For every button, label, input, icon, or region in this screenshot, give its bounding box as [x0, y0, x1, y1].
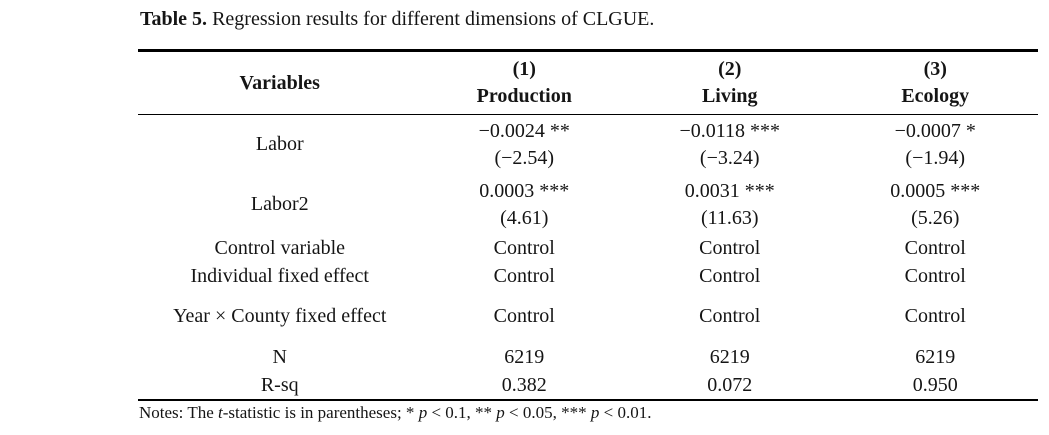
row-label-cell: Control variable	[138, 235, 422, 263]
header-col-2-number: (2)	[718, 58, 742, 80]
notes-prefix: Notes: The	[139, 403, 219, 422]
row-label: Year × County fixed effect	[173, 305, 387, 328]
row-label-cell: Individual fixed effect	[138, 263, 422, 291]
header-variables: Variables	[138, 50, 422, 115]
value-cell: Control	[493, 264, 555, 287]
table-row-labor: Labor −0.0024 ** (−2.54) −0.0118 *** (−3…	[138, 115, 1038, 176]
row-label-cell: Labor	[138, 115, 422, 176]
notes-seg3: < 0.05, ***	[504, 403, 591, 422]
header-col-3-name: Ecology	[901, 85, 970, 107]
coefficient-value: 0.0005 ***	[890, 179, 981, 202]
value-cell: 0.382	[501, 373, 547, 396]
table-caption-number: Table 5.	[140, 8, 208, 30]
header-col-production: (1) Production	[421, 50, 627, 115]
notes-p-symbol: p	[418, 403, 428, 422]
table-row-individual-fixed-effect: Individual fixed effect Control Control …	[138, 263, 1038, 291]
table-row-labor2: Labor2 0.0003 *** (4.61) 0.0031 *** (11.…	[138, 175, 1038, 235]
t-statistic: (−2.54)	[494, 147, 555, 169]
coefficient-value: 0.0031 ***	[684, 179, 775, 202]
table-row-control-variable: Control variable Control Control Control	[138, 235, 1038, 263]
row-label: N	[272, 346, 287, 368]
row-label-cell: Year × County fixed effect	[138, 290, 422, 344]
regression-table: Variables (1) Production (2) Living (3) …	[138, 49, 1038, 401]
table-row-year-county-fixed-effect: Year × County fixed effect Control Contr…	[138, 290, 1038, 344]
row-label: Individual fixed effect	[190, 264, 369, 287]
row-label-cell: R-sq	[138, 372, 422, 401]
t-statistic: (−3.24)	[699, 147, 760, 169]
value-cell: Control	[699, 264, 761, 287]
coefficient-value: −0.0118 ***	[679, 119, 780, 142]
coef-cell: −0.0118 *** (−3.24)	[627, 115, 832, 176]
header-col-3-number: (3)	[923, 58, 947, 80]
value-cell: 6219	[504, 346, 545, 368]
row-label-cell: N	[138, 344, 422, 372]
t-statistic: (4.61)	[500, 207, 549, 229]
header-col-1-number: (1)	[512, 58, 536, 80]
value-cell: Control	[493, 237, 555, 259]
t-statistic: (5.26)	[911, 207, 960, 229]
value-cell: Control	[904, 264, 966, 287]
row-label: Labor2	[250, 193, 309, 216]
t-statistic: (−1.94)	[905, 147, 966, 169]
value-cell: 0.950	[912, 373, 958, 396]
row-label: Control variable	[214, 237, 346, 259]
header-col-1-name: Production	[476, 85, 572, 107]
t-statistic: (11.63)	[700, 207, 759, 229]
coef-cell: 0.0031 *** (11.63)	[627, 175, 832, 235]
table-caption: Table 5. Regression results for differen…	[140, 6, 654, 32]
value-cell: Control	[699, 237, 761, 259]
value-cell: Control	[493, 305, 555, 328]
coefficient-value: −0.0024 **	[478, 119, 570, 142]
header-variables-label: Variables	[239, 71, 320, 94]
notes-seg1: -statistic is in parentheses; *	[222, 403, 419, 422]
coef-cell: 0.0003 *** (4.61)	[422, 175, 627, 235]
notes-p-symbol: p	[496, 403, 505, 422]
row-label-cell: Labor2	[138, 175, 422, 235]
notes-p-symbol: p	[590, 403, 600, 422]
notes-t-symbol: t	[218, 403, 223, 422]
header-col-living: (2) Living	[626, 50, 833, 115]
value-cell: 6219	[709, 346, 750, 368]
notes-seg4: < 0.01.	[599, 403, 652, 422]
row-label: R-sq	[260, 373, 299, 396]
table-row-r-sq: R-sq 0.382 0.072 0.950	[138, 372, 1038, 401]
value-cell: 6219	[915, 346, 956, 368]
coef-cell: −0.0024 ** (−2.54)	[422, 115, 627, 176]
header-col-2-name: Living	[701, 85, 758, 107]
value-cell: Control	[904, 237, 966, 259]
table-caption-text: Regression results for different dimensi…	[207, 8, 655, 30]
table-row-n: N 6219 6219 6219	[138, 344, 1038, 372]
coefficient-value: 0.0003 ***	[479, 179, 570, 202]
value-cell: Control	[904, 305, 966, 328]
coef-cell: 0.0005 *** (5.26)	[832, 175, 1038, 235]
coefficient-value: −0.0007 *	[894, 119, 976, 142]
header-row: Variables (1) Production (2) Living (3) …	[138, 50, 1038, 115]
notes-seg2: < 0.1, **	[427, 403, 497, 422]
row-label: Labor	[255, 133, 304, 156]
value-cell: Control	[699, 305, 761, 328]
table-notes: Notes: The t-statistic is in parentheses…	[139, 402, 651, 424]
coef-cell: −0.0007 * (−1.94)	[832, 115, 1038, 176]
value-cell: 0.072	[707, 373, 753, 396]
header-col-ecology: (3) Ecology	[832, 50, 1038, 115]
